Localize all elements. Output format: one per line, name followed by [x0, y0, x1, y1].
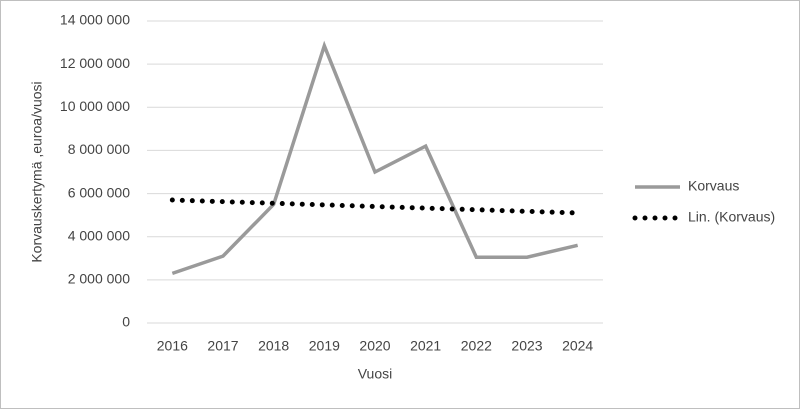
- y-tick-label: 8 000 000: [68, 141, 130, 157]
- y-tick-label: 14 000 000: [60, 12, 130, 28]
- x-tick-label: 2017: [207, 338, 238, 354]
- x-tick-label: 2016: [157, 338, 188, 354]
- y-tick-label: 0: [122, 314, 130, 330]
- y-tick-label: 6 000 000: [68, 184, 130, 200]
- legend-label: Korvaus: [688, 178, 739, 194]
- x-tick-label: 2022: [461, 338, 492, 354]
- x-tick-label: 2023: [511, 338, 542, 354]
- x-tick-label: 2024: [562, 338, 593, 354]
- trend-line: [169, 197, 581, 216]
- x-axis-title: Vuosi: [358, 366, 393, 382]
- y-tick-label: 10 000 000: [60, 98, 130, 114]
- x-tick-label: 2018: [258, 338, 289, 354]
- x-tick-label: 2020: [359, 338, 390, 354]
- y-axis-title: Korvauskertymä ,euroa/vuosi: [29, 81, 45, 262]
- y-tick-label: 2 000 000: [68, 271, 130, 287]
- x-tick-label: 2019: [309, 338, 340, 354]
- series-line: [171, 40, 579, 276]
- x-tick-label: 2021: [410, 338, 441, 354]
- y-tick-label: 4 000 000: [68, 227, 130, 243]
- y-tick-label: 12 000 000: [60, 55, 130, 71]
- legend-label: Lin. (Korvaus): [688, 209, 775, 225]
